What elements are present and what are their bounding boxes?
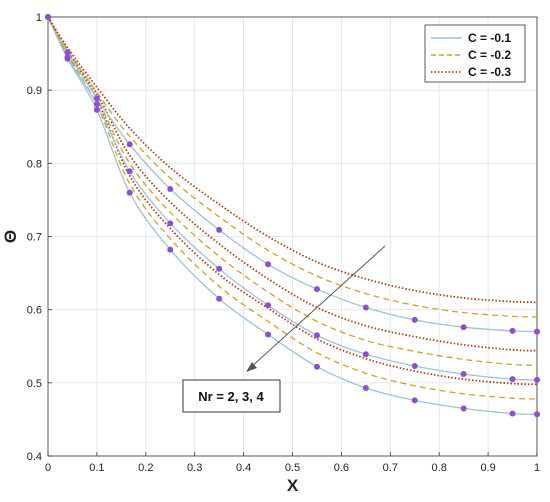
data-point bbox=[265, 331, 272, 338]
x-tick-label: 1 bbox=[534, 462, 540, 474]
data-point bbox=[411, 316, 418, 323]
data-point bbox=[167, 185, 174, 192]
series-line-cm02-nr4 bbox=[47, 16, 538, 318]
data-point bbox=[460, 371, 467, 378]
data-point bbox=[93, 101, 100, 108]
y-axis-ticks: 0.4 0.5 0.6 0.7 0.8 0.9 1 bbox=[27, 12, 52, 463]
data-point bbox=[167, 246, 174, 253]
annotation-arrowhead bbox=[246, 362, 257, 372]
data-point bbox=[45, 14, 51, 20]
data-point bbox=[362, 304, 369, 311]
data-point bbox=[534, 411, 540, 418]
data-point bbox=[93, 95, 100, 102]
x-tick-label: 0.5 bbox=[285, 462, 300, 474]
data-point bbox=[411, 397, 418, 404]
x-tick-label: 0.3 bbox=[187, 462, 202, 474]
y-tick-label: 0.9 bbox=[27, 85, 42, 97]
data-point bbox=[126, 189, 133, 196]
x-tick-label: 0.1 bbox=[89, 462, 104, 474]
y-tick-label: 0.7 bbox=[27, 232, 42, 244]
data-point bbox=[460, 324, 467, 331]
series-line-cm03-nr3 bbox=[47, 16, 538, 352]
data-point bbox=[313, 332, 320, 339]
data-point bbox=[460, 405, 467, 412]
data-point bbox=[64, 49, 71, 56]
x-tick-label: 0.6 bbox=[334, 462, 349, 474]
data-point bbox=[509, 327, 516, 334]
x-tick-label: 0.8 bbox=[432, 462, 447, 474]
data-point bbox=[167, 220, 174, 227]
series-markers bbox=[45, 14, 540, 418]
legend-label-1: C = -0.1 bbox=[468, 31, 511, 45]
data-point bbox=[126, 141, 133, 148]
data-point bbox=[265, 261, 272, 268]
data-point bbox=[93, 106, 100, 113]
y-tick-label: 0.5 bbox=[27, 378, 42, 390]
data-point bbox=[265, 302, 272, 309]
annotation: Nr = 2, 3, 4 bbox=[182, 245, 386, 413]
data-point bbox=[216, 226, 223, 233]
data-point bbox=[126, 168, 133, 175]
x-axis-ticks: 0 0.1 0.2 0.3 0.4 0.5 0.6 0.7 0.8 0.9 1 bbox=[45, 452, 540, 474]
data-point bbox=[509, 376, 516, 383]
data-point bbox=[216, 295, 223, 302]
data-point bbox=[534, 328, 540, 335]
annotation-arrow-line bbox=[249, 245, 386, 369]
x-axis-label: X bbox=[287, 476, 299, 495]
y-tick-label: 0.6 bbox=[27, 305, 42, 317]
y-tick-label: 0.8 bbox=[27, 158, 42, 170]
x-tick-label: 0.4 bbox=[236, 462, 251, 474]
data-point bbox=[534, 376, 540, 383]
data-point bbox=[313, 286, 320, 293]
y-axis-label: Θ bbox=[1, 230, 20, 243]
legend: C = -0.1 C = -0.2 C = -0.3 bbox=[424, 24, 526, 83]
x-tick-label: 0.7 bbox=[383, 462, 398, 474]
x-tick-label: 0.2 bbox=[138, 462, 153, 474]
data-point bbox=[313, 363, 320, 370]
legend-label-3: C = -0.3 bbox=[468, 65, 511, 79]
annotation-label: Nr = 2, 3, 4 bbox=[198, 389, 264, 404]
data-point bbox=[362, 384, 369, 391]
y-tick-label: 0.4 bbox=[27, 451, 42, 463]
data-point bbox=[509, 410, 516, 417]
annotation-box bbox=[182, 379, 281, 413]
data-point bbox=[216, 265, 223, 272]
y-tick-label: 1 bbox=[36, 12, 42, 24]
data-point bbox=[411, 363, 418, 370]
x-tick-label: 0 bbox=[45, 462, 51, 474]
data-point bbox=[362, 351, 369, 358]
x-tick-label: 0.9 bbox=[480, 462, 495, 474]
legend-label-2: C = -0.2 bbox=[468, 48, 511, 62]
data-point bbox=[64, 54, 71, 61]
